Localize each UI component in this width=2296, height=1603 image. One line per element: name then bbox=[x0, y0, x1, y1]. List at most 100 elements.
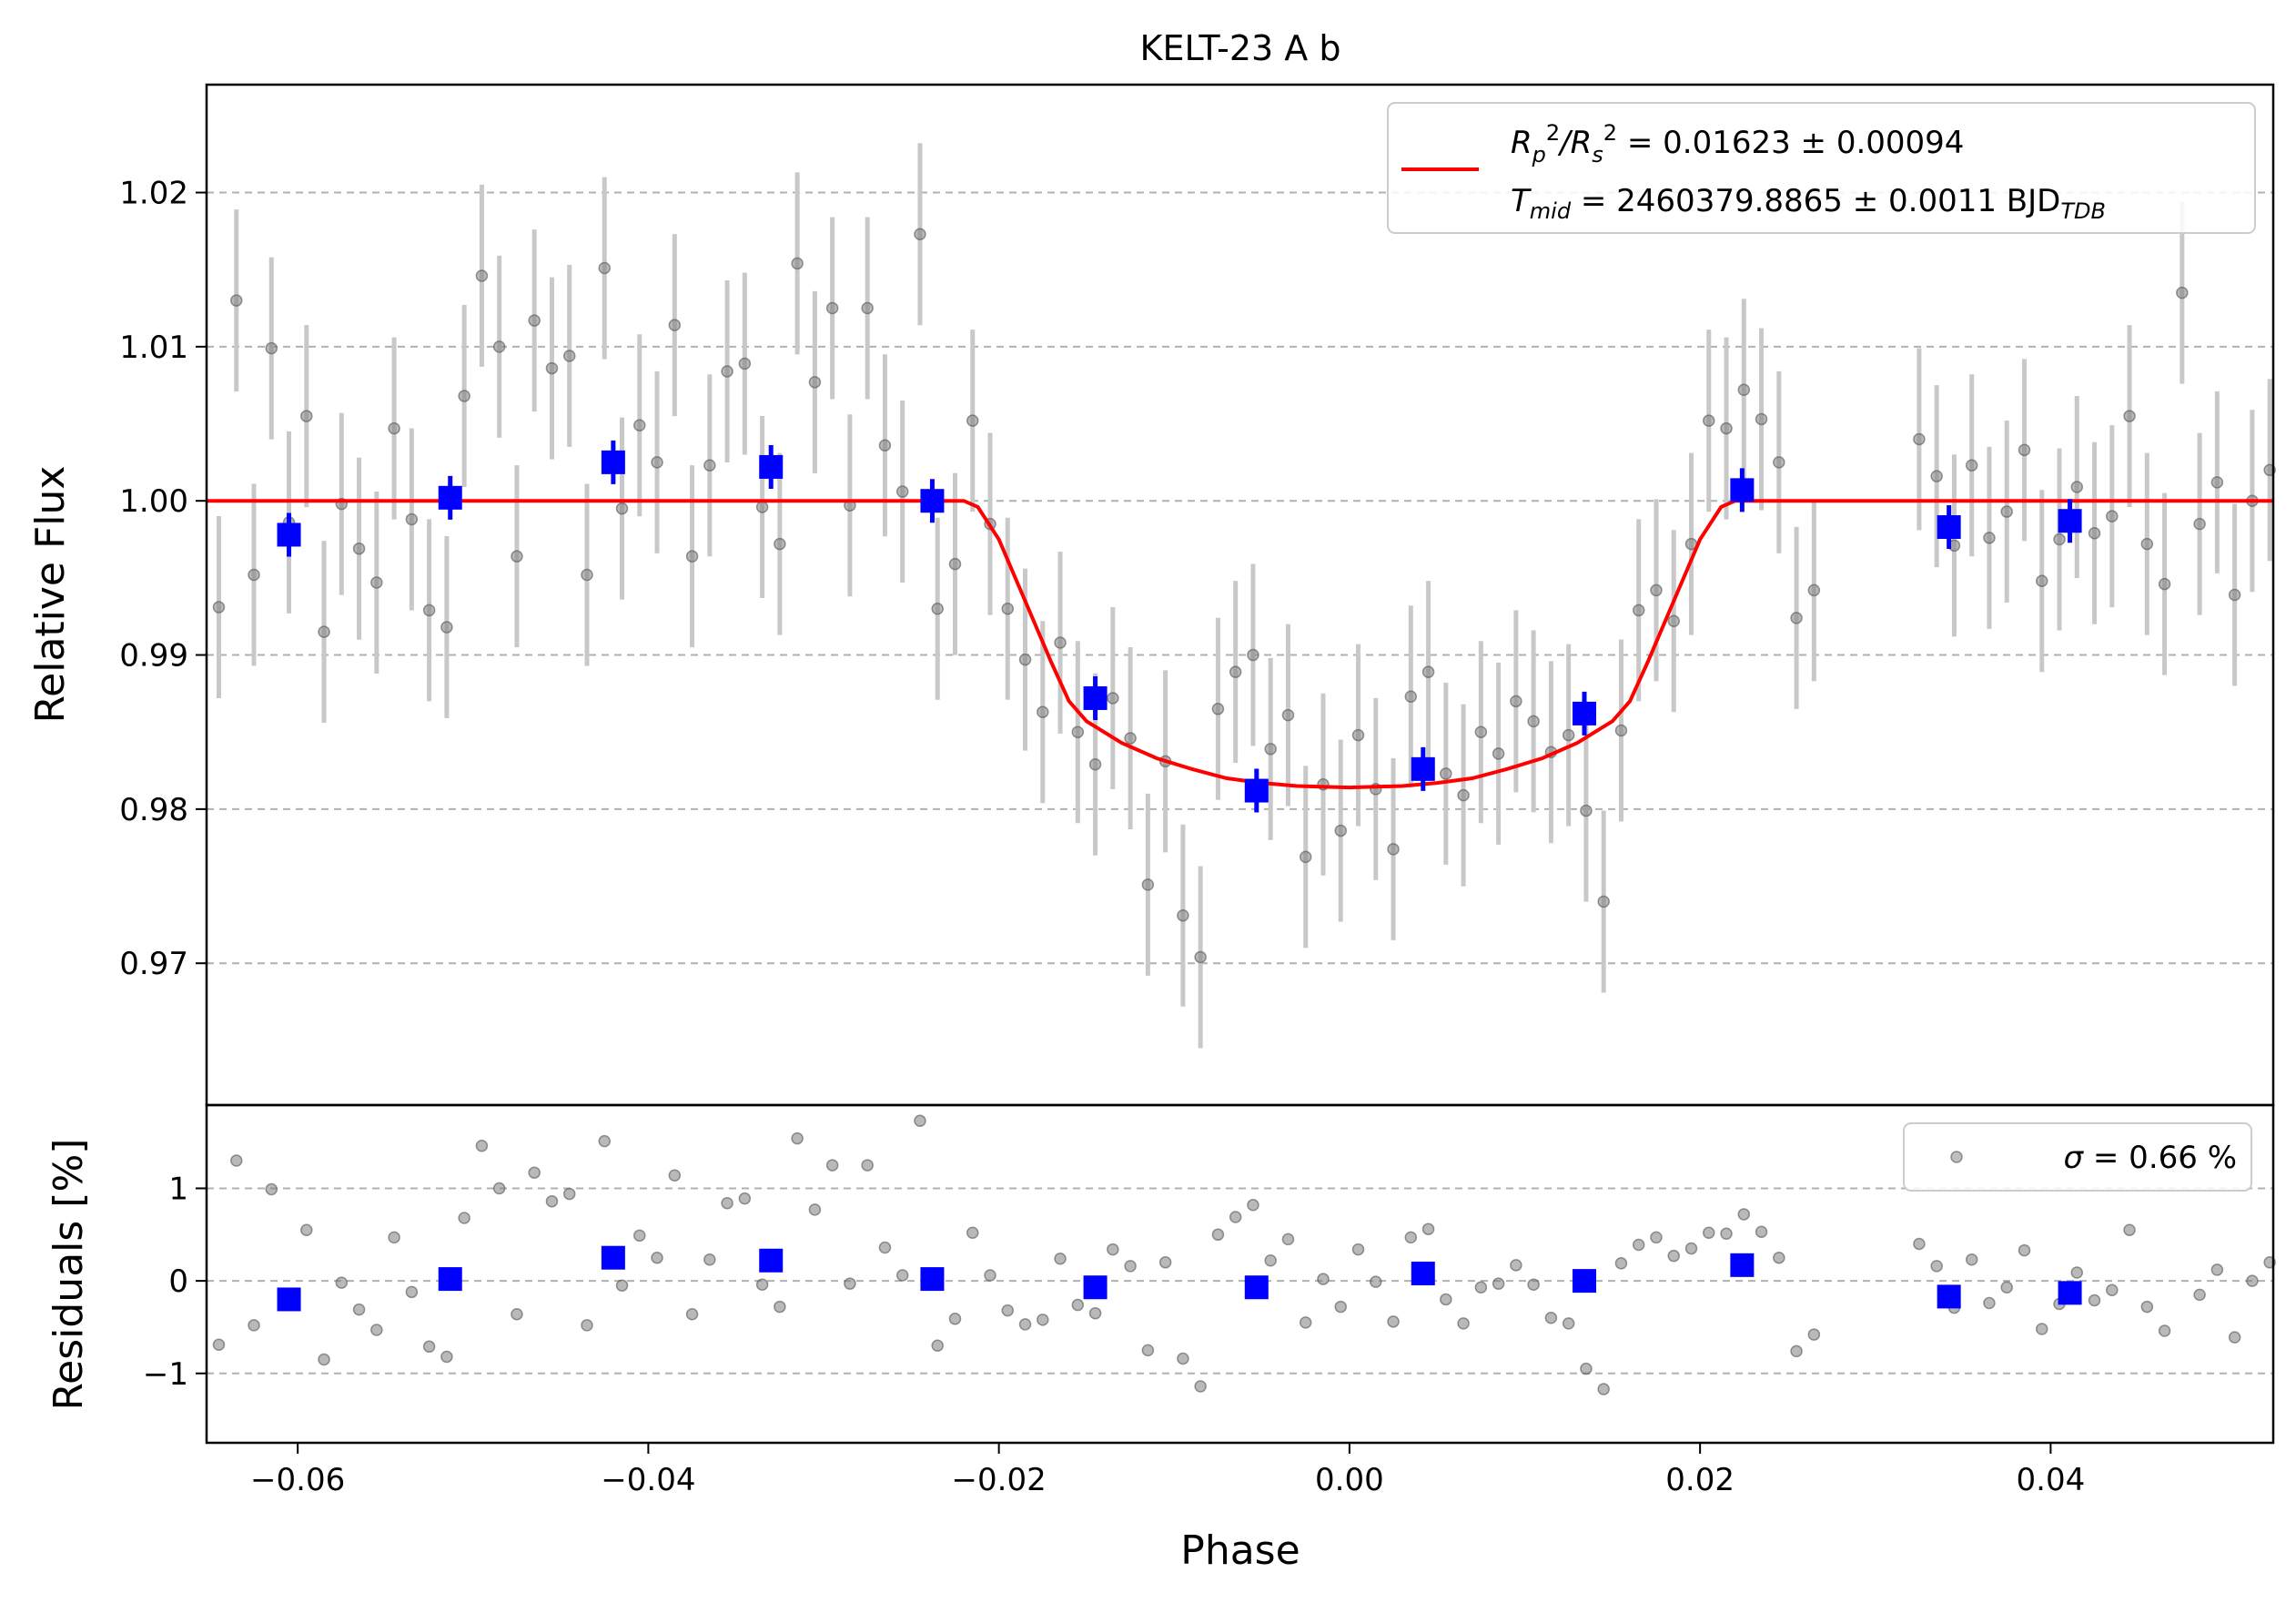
main-legend-box bbox=[1387, 102, 2256, 234]
raw-data-point bbox=[931, 602, 944, 615]
raw-data-point bbox=[1527, 715, 1540, 728]
main-y-tick-label: 1.00 bbox=[119, 483, 188, 520]
raw-data-point bbox=[721, 365, 733, 378]
legend-tmid-value: = 2460379.8865 ± 0.0011 BJD bbox=[1571, 183, 2060, 219]
raw-data-point bbox=[458, 390, 470, 402]
legend-tmid-symbol: T bbox=[1511, 183, 1532, 219]
residual-raw-point bbox=[1720, 1227, 1733, 1241]
raw-data-point bbox=[1773, 456, 1785, 469]
raw-data-point bbox=[2123, 410, 2136, 422]
raw-data-point bbox=[1107, 692, 1119, 705]
legend-tdb-sub: TDB bbox=[2060, 198, 2106, 224]
residual-binned-point bbox=[1411, 1261, 1435, 1285]
main-raw-points bbox=[212, 228, 2276, 964]
residual-y-tick-label: 0 bbox=[168, 1263, 188, 1300]
residual-raw-point bbox=[1773, 1251, 1785, 1264]
x-ticks: −0.06 −0.04 −0.02 0.00 0.02 0.04 bbox=[250, 1443, 2085, 1498]
sigma-value: = 0.66 % bbox=[2083, 1140, 2237, 1176]
raw-data-point bbox=[668, 319, 682, 331]
raw-data-point bbox=[633, 419, 646, 431]
x-tick-label: 0.00 bbox=[1315, 1462, 1384, 1498]
residual-panel: −1 0 1 −0.06 −0.04 −0.02 0.00 0.02 0.04 Residua… bbox=[46, 1103, 2276, 1574]
residual-raw-point bbox=[2018, 1243, 2031, 1257]
raw-data-point bbox=[2035, 574, 2048, 588]
residual-raw-point bbox=[1737, 1208, 1751, 1221]
raw-data-point bbox=[1211, 703, 1225, 715]
residual-raw-point bbox=[914, 1114, 926, 1128]
raw-data-point bbox=[1037, 705, 1049, 718]
raw-data-point bbox=[405, 512, 419, 526]
raw-data-point bbox=[791, 257, 804, 270]
binned-data-point bbox=[759, 454, 784, 479]
main-error-bars bbox=[216, 143, 2272, 1049]
residual-raw-point bbox=[1141, 1344, 1155, 1357]
raw-data-point bbox=[1913, 432, 1926, 446]
main-y-ticks: 0.97 0.98 0.99 1.00 1.01 1.02 bbox=[119, 176, 207, 982]
residual-raw-point bbox=[1334, 1300, 1348, 1314]
residual-raw-point bbox=[2210, 1263, 2224, 1276]
raw-data-point bbox=[2018, 443, 2031, 457]
raw-data-point bbox=[2228, 588, 2241, 602]
residual-y-ticks: −1 0 1 bbox=[143, 1171, 207, 1393]
residual-binned-point bbox=[438, 1267, 462, 1292]
binned-data-point bbox=[438, 485, 462, 510]
raw-data-point bbox=[2088, 527, 2101, 540]
raw-data-point bbox=[1071, 725, 1085, 738]
residual-binned-point bbox=[759, 1248, 784, 1273]
residual-raw-point bbox=[1650, 1231, 1663, 1244]
residual-raw-point bbox=[895, 1269, 909, 1282]
residual-raw-point bbox=[791, 1131, 804, 1145]
residual-raw-point bbox=[1018, 1318, 1032, 1331]
sigma-symbol: σ bbox=[2064, 1140, 2085, 1176]
residual-binned-point bbox=[2058, 1281, 2082, 1305]
residual-raw-point bbox=[598, 1134, 611, 1148]
residual-y-axis-label: Residuals [%] bbox=[46, 1139, 92, 1411]
binned-data-point bbox=[1244, 778, 1269, 803]
raw-data-point bbox=[1124, 732, 1137, 745]
raw-data-point bbox=[2158, 577, 2171, 591]
legend-depth-value: = 0.01623 ± 0.00094 bbox=[1617, 125, 1964, 161]
residual-raw-point bbox=[2070, 1266, 2084, 1279]
residual-binned-point bbox=[601, 1245, 625, 1270]
residual-raw-point bbox=[1229, 1211, 1242, 1223]
raw-data-point bbox=[352, 542, 366, 555]
residual-raw-point bbox=[668, 1169, 682, 1182]
raw-data-point bbox=[562, 350, 576, 362]
residual-raw-point bbox=[440, 1350, 453, 1364]
x-tick-label: 0.02 bbox=[1665, 1462, 1735, 1498]
residual-raw-point bbox=[1614, 1257, 1628, 1270]
raw-data-point bbox=[615, 502, 629, 515]
raw-data-point bbox=[1141, 878, 1155, 891]
raw-data-point bbox=[1404, 690, 1418, 704]
residual-raw-point bbox=[1107, 1243, 1119, 1256]
residual-raw-point bbox=[581, 1319, 593, 1332]
raw-data-point bbox=[1281, 708, 1295, 722]
residual-raw-point bbox=[825, 1159, 839, 1172]
raw-data-point bbox=[1597, 895, 1610, 908]
residual-raw-point bbox=[1807, 1328, 1821, 1341]
residual-raw-point bbox=[984, 1269, 996, 1282]
main-y-tick-label: 0.99 bbox=[119, 638, 188, 675]
x-tick-label: −0.06 bbox=[250, 1462, 345, 1498]
residual-raw-point bbox=[1510, 1259, 1522, 1272]
residual-raw-point bbox=[1684, 1242, 1698, 1255]
raw-data-point bbox=[212, 601, 226, 614]
residual-raw-point bbox=[1387, 1315, 1400, 1328]
raw-data-point bbox=[1177, 908, 1189, 922]
binned-data-point bbox=[1573, 701, 1596, 725]
residual-raw-point bbox=[1965, 1253, 1978, 1266]
raw-data-point bbox=[1440, 767, 1452, 780]
raw-data-point bbox=[1703, 414, 1715, 427]
residual-raw-point bbox=[1421, 1223, 1435, 1235]
residual-raw-point bbox=[2123, 1223, 2136, 1236]
residual-y-tick-label: 1 bbox=[168, 1171, 188, 1207]
residual-raw-point bbox=[511, 1307, 523, 1321]
transit-model-line bbox=[207, 499, 2273, 790]
raw-data-point bbox=[2070, 481, 2084, 493]
residual-raw-point bbox=[2106, 1283, 2119, 1297]
raw-data-point bbox=[1001, 602, 1015, 615]
residual-raw-point bbox=[966, 1226, 979, 1240]
raw-data-point bbox=[895, 485, 909, 498]
residual-raw-point bbox=[703, 1253, 716, 1266]
residual-binned-point bbox=[277, 1287, 301, 1312]
